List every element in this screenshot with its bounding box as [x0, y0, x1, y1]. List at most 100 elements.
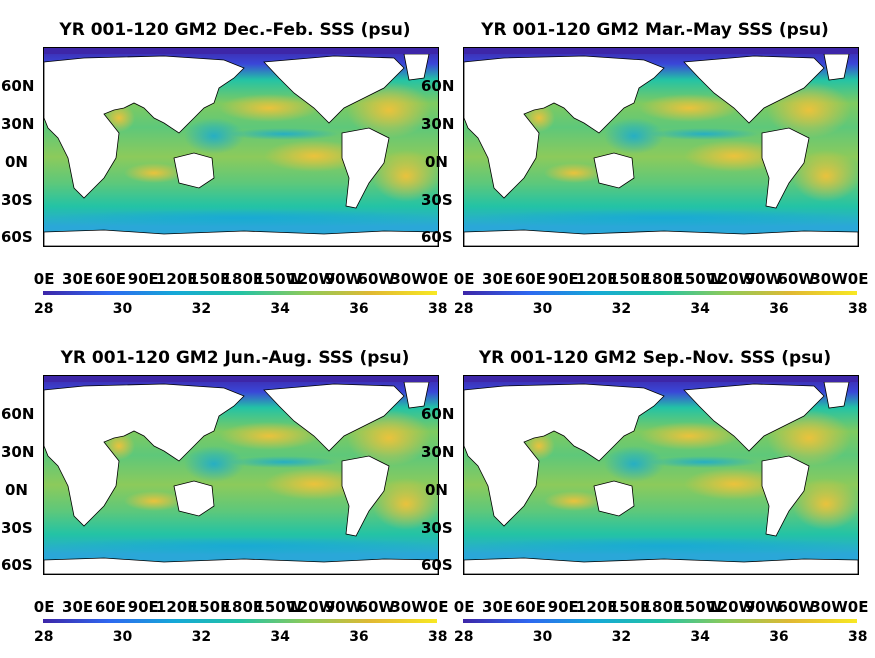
- colorbar-tick-label: 30: [112, 301, 133, 317]
- colorbar-tick-label: 32: [191, 301, 212, 317]
- lon-label: 120E: [155, 270, 198, 288]
- lon-label: 30E: [482, 270, 514, 288]
- lon-label: 90W: [324, 598, 363, 616]
- lon-label: 60W: [777, 270, 815, 288]
- lon-label: 0E: [33, 270, 55, 288]
- lat-label: 60N: [421, 405, 455, 423]
- lon-label: 0E: [453, 598, 475, 616]
- lon-label: 90W: [744, 270, 783, 288]
- lon-label: 30E: [482, 598, 514, 616]
- panel-title: YR 001-120 GM2 Mar.-May SSS (psu): [481, 20, 829, 40]
- sss-map-panel: YR 001-120 GM2 Mar.-May SSS (psu): [421, 20, 868, 330]
- lon-label: 120W: [287, 270, 336, 288]
- lon-label: 120W: [287, 598, 336, 616]
- colorbar-tick-label: 28: [34, 301, 54, 317]
- lat-label: 60S: [421, 228, 453, 246]
- panel-title: YR 001-120 GM2 Dec.-Feb. SSS (psu): [59, 20, 411, 40]
- lon-label: 150E: [188, 270, 231, 288]
- colorbar-tick-label: 30: [532, 301, 553, 317]
- colorbar-tick-label: 30: [532, 629, 553, 645]
- lon-label: 90E: [127, 270, 159, 288]
- lon-label: 30W: [810, 598, 848, 616]
- lon-label: 120W: [707, 270, 756, 288]
- lon-label: 30E: [62, 270, 94, 288]
- lat-label: 30S: [1, 519, 33, 537]
- panel-title: YR 001-120 GM2 Sep.-Nov. SSS (psu): [478, 348, 832, 368]
- lon-label: 120E: [575, 598, 618, 616]
- lon-label: 0E: [33, 598, 55, 616]
- lon-label: 30W: [390, 598, 428, 616]
- lon-label: 60W: [357, 598, 395, 616]
- lon-label: 180E: [221, 598, 264, 616]
- lon-label: 150W: [254, 270, 303, 288]
- sss-map-panel: YR 001-120 GM2 Sep.-Nov. SSS (psu): [421, 348, 868, 658]
- lat-label: 30N: [421, 115, 455, 133]
- colorbar: [463, 619, 857, 623]
- lat-label: 60S: [1, 556, 33, 574]
- lon-label: 60E: [94, 598, 126, 616]
- colorbar-tick-label: 38: [848, 301, 868, 317]
- lon-label: 150W: [674, 270, 723, 288]
- colorbar-tick-label: 30: [112, 629, 133, 645]
- colorbar-tick-label: 28: [34, 629, 54, 645]
- lon-label: 0E: [847, 270, 869, 288]
- colorbar-tick-label: 32: [191, 629, 212, 645]
- colorbar-tick-label: 36: [769, 629, 789, 645]
- colorbar-tick-label: 38: [428, 629, 448, 645]
- lon-label: 30E: [62, 598, 94, 616]
- lat-label: 30S: [421, 519, 453, 537]
- lon-label: 60E: [514, 270, 546, 288]
- lon-label: 150E: [608, 270, 651, 288]
- lon-label: 150W: [674, 598, 723, 616]
- lat-label: 0N: [425, 153, 448, 171]
- lon-label: 180E: [641, 270, 684, 288]
- lat-label: 60N: [1, 77, 35, 95]
- sss-map: [43, 375, 439, 575]
- colorbar-tick-label: 36: [769, 301, 789, 317]
- lon-label: 90E: [127, 598, 159, 616]
- lat-label: 0N: [5, 481, 28, 499]
- lon-label: 0E: [427, 598, 449, 616]
- sss-map-panel: YR 001-120 GM2 Dec.-Feb. SSS (psu): [1, 20, 448, 330]
- colorbar-tick-label: 36: [349, 629, 369, 645]
- lat-label: 60S: [1, 228, 33, 246]
- lon-label: 120E: [575, 270, 618, 288]
- colorbar-tick-label: 28: [454, 629, 474, 645]
- lon-label: 0E: [427, 270, 449, 288]
- lat-label: 30N: [421, 443, 455, 461]
- sss-map: [463, 47, 859, 247]
- colorbar-tick-label: 36: [349, 301, 369, 317]
- lat-label: 0N: [5, 153, 28, 171]
- colorbar-tick-label: 38: [848, 629, 868, 645]
- colorbar-tick-label: 32: [611, 301, 632, 317]
- lat-label: 30N: [1, 115, 35, 133]
- sss-map: [463, 375, 859, 575]
- lon-label: 120W: [707, 598, 756, 616]
- lon-label: 60W: [777, 598, 815, 616]
- sss-map: [43, 47, 439, 247]
- lon-label: 30W: [810, 270, 848, 288]
- lon-label: 30W: [390, 270, 428, 288]
- lon-label: 150E: [188, 598, 231, 616]
- colorbar-tick-label: 34: [690, 301, 710, 317]
- colorbar-tick-label: 28: [454, 301, 474, 317]
- lon-label: 180E: [221, 270, 264, 288]
- lat-label: 30N: [1, 443, 35, 461]
- colorbar-tick-label: 38: [428, 301, 448, 317]
- lon-label: 60W: [357, 270, 395, 288]
- lon-label: 60E: [94, 270, 126, 288]
- colorbar-tick-label: 34: [690, 629, 710, 645]
- lon-label: 150W: [254, 598, 303, 616]
- lon-label: 90W: [744, 598, 783, 616]
- lat-label: 60N: [1, 405, 35, 423]
- lon-label: 60E: [514, 598, 546, 616]
- colorbar-tick-label: 32: [611, 629, 632, 645]
- lon-label: 150E: [608, 598, 651, 616]
- lon-label: 90E: [547, 270, 579, 288]
- lat-label: 30S: [421, 191, 453, 209]
- colorbar: [43, 291, 437, 295]
- colorbar-tick-label: 34: [270, 629, 290, 645]
- colorbar: [43, 619, 437, 623]
- lat-label: 0N: [425, 481, 448, 499]
- lon-label: 90E: [547, 598, 579, 616]
